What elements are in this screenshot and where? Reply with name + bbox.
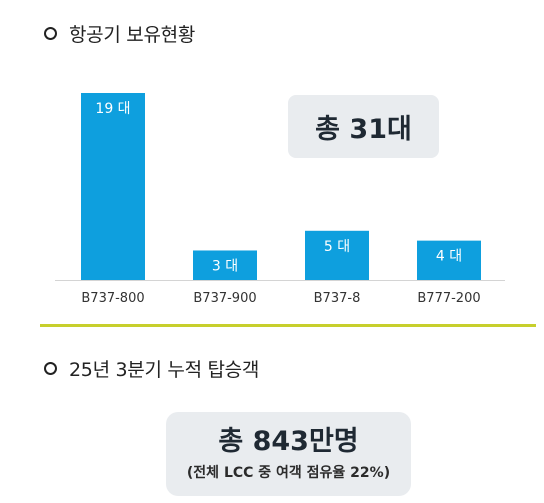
x-tick-label: B737-8	[314, 291, 361, 306]
total-fleet-text: 총 31대	[315, 114, 412, 145]
passenger-section-title-text: 25년 3분기 누적 탑승객	[69, 359, 260, 381]
bar-b737-800	[81, 93, 145, 280]
bar-value-label: 19 대	[95, 101, 130, 117]
bar-value-label: 4 대	[436, 249, 462, 265]
passenger-total-text: 총 843만명	[218, 426, 359, 458]
circle-bullet-icon	[44, 27, 57, 40]
bar-b777-200	[417, 240, 481, 280]
bar-b737-900	[193, 250, 257, 280]
fleet-section-title: 항공기 보유현황	[44, 20, 195, 47]
bar-value-label: 3 대	[212, 258, 238, 274]
x-tick-label: B737-900	[193, 291, 256, 306]
passenger-section-title: 25년 3분기 누적 탑승객	[44, 355, 259, 382]
bar-value-label: 5 대	[324, 239, 350, 255]
section-divider	[40, 324, 536, 327]
fleet-bar-chart: 19 대 B737-800 3 대 B737-900 5 대 B737-8 4 대 B777-…	[55, 93, 505, 306]
fleet-section-title-text: 항공기 보유현황	[69, 24, 196, 46]
passenger-total-badge: 총 843만명 (전체 LCC 중 여객 점유율 22%)	[166, 412, 411, 496]
circle-bullet-icon	[44, 362, 57, 375]
x-tick-label: B737-800	[81, 291, 144, 306]
bar-b737-8	[305, 230, 369, 280]
total-fleet-badge: 총 31대	[288, 95, 439, 158]
passenger-share-text: (전체 LCC 중 여객 점유율 22%)	[186, 464, 391, 481]
x-tick-label: B777-200	[417, 291, 480, 306]
